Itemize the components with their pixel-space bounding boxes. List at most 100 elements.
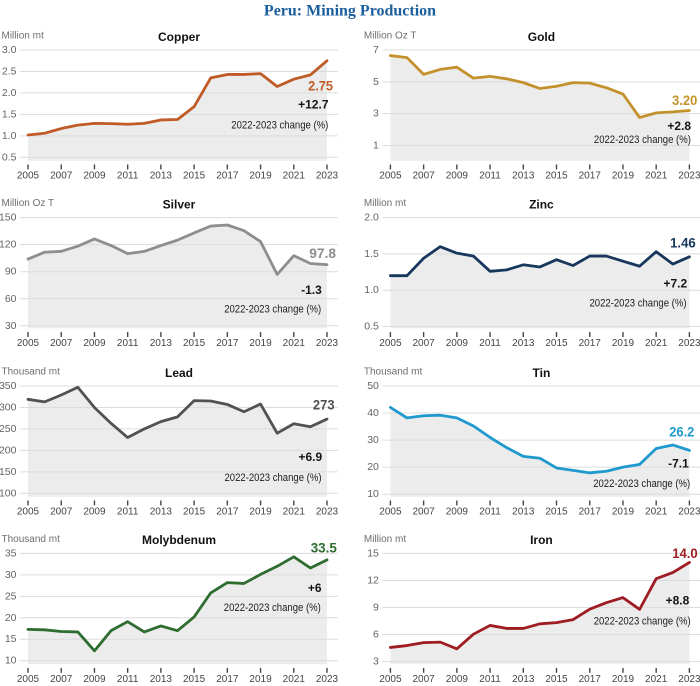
svg-text:2017: 2017 — [579, 674, 602, 685]
svg-text:20: 20 — [5, 612, 17, 624]
svg-text:2021: 2021 — [283, 338, 306, 349]
svg-text:2023: 2023 — [316, 507, 339, 518]
svg-text:Million mt: Million mt — [364, 534, 406, 545]
svg-text:2011: 2011 — [479, 507, 501, 518]
svg-text:1.5: 1.5 — [364, 248, 379, 260]
svg-text:Million Oz T: Million Oz T — [2, 198, 55, 209]
svg-text:2.0: 2.0 — [2, 87, 17, 99]
svg-text:Zinc: Zinc — [529, 197, 554, 211]
svg-text:2015: 2015 — [183, 338, 206, 349]
svg-text:2023: 2023 — [678, 171, 700, 182]
svg-text:2017: 2017 — [579, 507, 602, 518]
svg-text:2011: 2011 — [479, 171, 501, 182]
svg-text:2005: 2005 — [379, 507, 402, 518]
svg-text:25: 25 — [5, 590, 17, 602]
svg-text:2015: 2015 — [545, 674, 568, 685]
svg-text:2009: 2009 — [83, 338, 106, 349]
svg-text:50: 50 — [367, 380, 379, 392]
svg-text:Lead: Lead — [165, 366, 193, 380]
svg-text:2011: 2011 — [117, 338, 139, 349]
svg-text:2019: 2019 — [612, 338, 635, 349]
svg-text:2013: 2013 — [512, 338, 535, 349]
svg-text:2007: 2007 — [50, 674, 73, 685]
svg-text:2023: 2023 — [316, 171, 339, 182]
svg-text:5: 5 — [373, 76, 379, 88]
svg-text:2005: 2005 — [17, 171, 40, 182]
svg-text:40: 40 — [367, 407, 379, 419]
svg-text:2011: 2011 — [117, 171, 139, 182]
svg-text:1.46: 1.46 — [670, 235, 696, 251]
svg-text:2009: 2009 — [446, 338, 469, 349]
svg-text:2015: 2015 — [183, 507, 206, 518]
svg-text:2017: 2017 — [216, 674, 239, 685]
svg-text:2021: 2021 — [645, 171, 668, 182]
svg-text:2009: 2009 — [83, 507, 106, 518]
svg-text:200: 200 — [0, 444, 17, 456]
svg-text:2015: 2015 — [183, 674, 206, 685]
svg-text:+6.9: +6.9 — [298, 450, 322, 464]
svg-text:2007: 2007 — [50, 338, 73, 349]
svg-text:2017: 2017 — [579, 171, 602, 182]
svg-text:2007: 2007 — [50, 171, 73, 182]
svg-text:2021: 2021 — [645, 338, 668, 349]
svg-text:2021: 2021 — [283, 507, 306, 518]
svg-text:1.5: 1.5 — [2, 108, 17, 120]
svg-text:2023: 2023 — [678, 507, 700, 518]
svg-text:Million Oz T: Million Oz T — [364, 31, 417, 42]
svg-text:2019: 2019 — [612, 507, 635, 518]
svg-text:2022-2023 change (%): 2022-2023 change (%) — [593, 478, 690, 490]
svg-text:0.5: 0.5 — [364, 321, 379, 333]
svg-text:2015: 2015 — [545, 338, 568, 349]
svg-text:2022-2023 change (%): 2022-2023 change (%) — [594, 615, 691, 627]
svg-text:2.0: 2.0 — [364, 212, 379, 224]
svg-text:60: 60 — [5, 293, 17, 305]
svg-text:2009: 2009 — [446, 674, 469, 685]
svg-text:Molybdenum: Molybdenum — [142, 533, 216, 547]
svg-text:2017: 2017 — [579, 338, 602, 349]
svg-text:9: 9 — [373, 602, 379, 614]
svg-text:+2.8: +2.8 — [667, 119, 691, 133]
svg-text:2009: 2009 — [446, 171, 469, 182]
svg-text:2022-2023 change (%): 2022-2023 change (%) — [594, 134, 691, 146]
svg-text:30: 30 — [5, 569, 17, 581]
svg-text:2015: 2015 — [545, 171, 568, 182]
svg-text:2.75: 2.75 — [308, 77, 333, 93]
svg-text:2022-2023 change (%): 2022-2023 change (%) — [231, 120, 328, 132]
svg-text:15: 15 — [367, 547, 379, 559]
svg-text:2.5: 2.5 — [2, 65, 17, 77]
svg-text:2022-2023 change (%): 2022-2023 change (%) — [224, 304, 321, 316]
svg-text:30: 30 — [5, 320, 17, 332]
svg-text:2022-2023 change (%): 2022-2023 change (%) — [590, 297, 687, 309]
svg-text:2021: 2021 — [645, 507, 668, 518]
svg-text:2009: 2009 — [83, 171, 106, 182]
svg-text:120: 120 — [0, 239, 17, 251]
svg-text:2019: 2019 — [249, 674, 272, 685]
svg-text:3: 3 — [373, 108, 379, 120]
svg-text:1: 1 — [373, 139, 379, 151]
svg-text:2007: 2007 — [412, 171, 435, 182]
svg-text:2023: 2023 — [678, 338, 700, 349]
svg-text:2017: 2017 — [216, 507, 239, 518]
svg-text:Iron: Iron — [530, 533, 553, 547]
svg-text:-7.1: -7.1 — [668, 456, 689, 470]
svg-text:2013: 2013 — [150, 171, 173, 182]
svg-text:2019: 2019 — [612, 674, 635, 685]
svg-text:35: 35 — [5, 547, 17, 559]
svg-text:2019: 2019 — [249, 338, 272, 349]
svg-text:97.8: 97.8 — [309, 245, 336, 261]
svg-text:150: 150 — [0, 466, 17, 478]
svg-text:2013: 2013 — [150, 674, 173, 685]
svg-text:300: 300 — [0, 401, 17, 413]
svg-text:2009: 2009 — [83, 674, 106, 685]
svg-text:6: 6 — [373, 629, 379, 641]
svg-text:3.0: 3.0 — [2, 44, 17, 56]
svg-text:Million mt: Million mt — [364, 198, 406, 209]
svg-text:+8.8: +8.8 — [666, 593, 690, 607]
svg-text:3: 3 — [373, 656, 379, 668]
svg-text:2007: 2007 — [412, 674, 435, 685]
svg-text:2005: 2005 — [379, 171, 402, 182]
svg-text:2022-2023 change (%): 2022-2023 change (%) — [225, 472, 322, 484]
svg-text:2013: 2013 — [512, 674, 535, 685]
svg-text:2013: 2013 — [512, 171, 535, 182]
svg-text:2011: 2011 — [479, 338, 501, 349]
